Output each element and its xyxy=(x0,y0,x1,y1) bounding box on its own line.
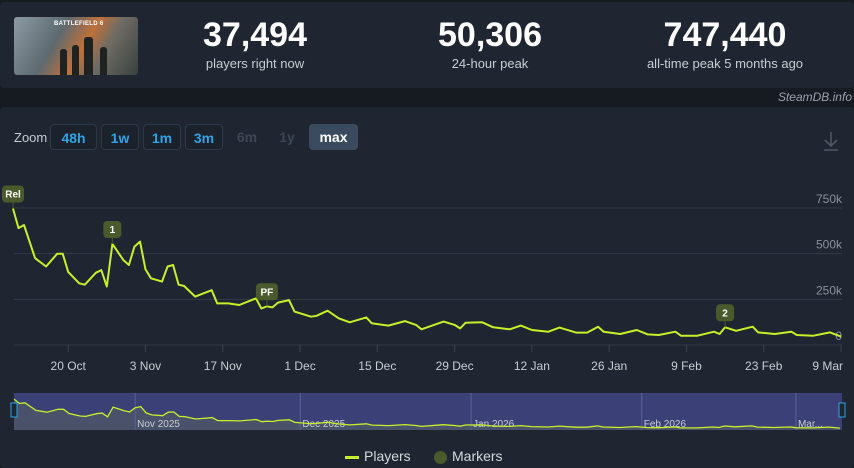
marker-label: 2 xyxy=(722,308,728,319)
event-marker[interactable]: Rel xyxy=(2,185,24,209)
navigator-label: Jan 2026 xyxy=(473,419,515,430)
legend-label: Players xyxy=(364,448,411,464)
download-icon[interactable] xyxy=(822,130,840,152)
x-tick-label: 12 Jan xyxy=(514,359,550,373)
line-swatch-icon xyxy=(345,455,359,459)
marker-badge xyxy=(716,304,735,322)
navigator-handle[interactable] xyxy=(10,402,18,418)
x-tick-label: 3 Nov xyxy=(130,359,161,373)
legend-label: Markers xyxy=(452,448,503,464)
soldier-silhouette xyxy=(84,37,93,75)
legend-item-players[interactable]: Players xyxy=(345,448,411,464)
marker-badge xyxy=(103,220,122,238)
x-tick-label: 26 Jan xyxy=(591,359,627,373)
event-marker[interactable]: 2 xyxy=(716,304,735,328)
stat-current-players: 37,494 players right now xyxy=(145,16,365,71)
zoom-6m-button: 6m xyxy=(236,129,258,145)
stats-header: BATTLEFIELD 6 37,494 players right now 5… xyxy=(0,2,854,88)
x-tick-label: 15 Dec xyxy=(358,359,396,373)
x-tick-label: 1 Dec xyxy=(284,359,315,373)
game-logo: BATTLEFIELD 6 xyxy=(54,21,104,27)
stat-24h-peak: 50,306 24-hour peak xyxy=(380,16,600,71)
marker-label: Rel xyxy=(5,189,21,200)
stat-label: players right now xyxy=(205,56,305,71)
zoom-max-button[interactable]: max xyxy=(309,124,358,150)
navigator-handle[interactable] xyxy=(838,402,846,418)
x-tick-label: 9 Mar xyxy=(812,359,843,373)
soldier-silhouette xyxy=(72,45,79,75)
stat-label: all-time peak 5 months ago xyxy=(646,56,804,71)
navigator-label: Mar... xyxy=(798,419,823,430)
game-thumbnail[interactable]: BATTLEFIELD 6 xyxy=(14,17,138,75)
navigator-label: Nov 2025 xyxy=(137,419,180,430)
y-tick-label: 250k xyxy=(816,283,843,297)
navigator-label: Dec 2025 xyxy=(302,419,345,430)
x-tick-label: 9 Feb xyxy=(671,359,702,373)
x-tick-label: 23 Feb xyxy=(745,359,783,373)
navigator-line xyxy=(13,398,841,429)
zoom-1y-button: 1y xyxy=(279,129,295,145)
stat-value: 50,306 xyxy=(438,16,542,54)
marker-badge xyxy=(255,283,278,301)
players-series-line xyxy=(12,208,842,338)
zoom-label: Zoom xyxy=(14,130,48,145)
x-tick-label: 29 Dec xyxy=(436,359,474,373)
stat-label: 24-hour peak xyxy=(451,56,529,71)
soldier-silhouette xyxy=(60,49,67,75)
zoom-1m-button[interactable]: 1m xyxy=(143,124,181,150)
soldier-silhouette xyxy=(100,47,107,75)
stat-value: 747,440 xyxy=(663,16,787,54)
navigator-area xyxy=(14,399,840,430)
navigator-label: Feb 2026 xyxy=(644,419,687,430)
y-tick-label: 500k xyxy=(816,238,843,252)
zoom-1w-button[interactable]: 1w xyxy=(101,124,139,150)
steamdb-credit[interactable]: SteamDB.info xyxy=(777,90,852,104)
zoom-3m-button[interactable]: 3m xyxy=(185,124,223,150)
x-tick-label: 17 Nov xyxy=(204,359,242,373)
zoom-48h-button[interactable]: 48h xyxy=(50,124,97,150)
marker-label: PF xyxy=(261,287,274,298)
legend-item-markers[interactable]: Markers xyxy=(434,448,503,464)
stat-value: 37,494 xyxy=(203,16,307,54)
marker-badge xyxy=(2,185,24,203)
x-tick-label: 20 Oct xyxy=(51,359,87,373)
marker-label: 1 xyxy=(110,225,116,236)
y-tick-label: 750k xyxy=(816,192,843,206)
stat-all-time-peak: 747,440 all-time peak 5 months ago xyxy=(615,16,835,71)
event-marker[interactable]: 1 xyxy=(103,220,122,244)
event-marker[interactable]: PF xyxy=(255,283,278,307)
circle-swatch-icon xyxy=(434,450,447,464)
